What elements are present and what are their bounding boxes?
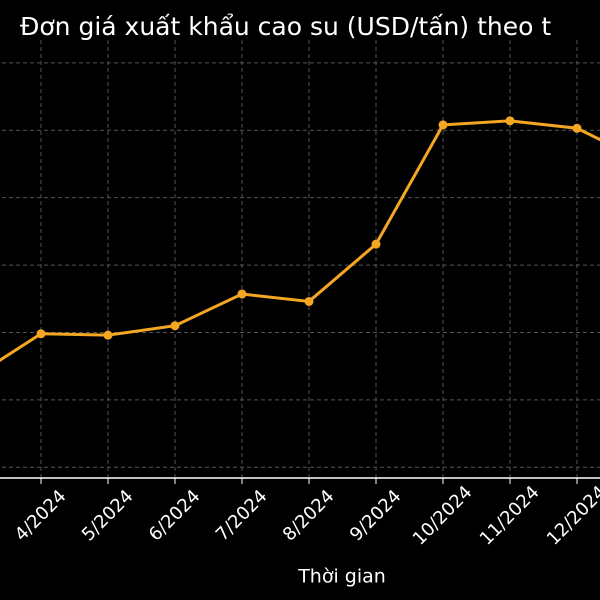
point — [103, 330, 113, 340]
x-tick-label: 10/2024 — [409, 482, 477, 550]
point — [438, 120, 448, 130]
point — [572, 123, 582, 133]
point — [304, 296, 314, 306]
x-tick-label: 9/2024 — [346, 486, 406, 546]
chart-title: Đơn giá xuất khẩu cao su (USD/tấn) theo … — [20, 12, 551, 41]
point — [237, 289, 247, 299]
x-tick-label: 6/2024 — [145, 486, 205, 546]
x-tick-label: 5/2024 — [78, 486, 138, 546]
point — [170, 321, 180, 331]
x-axis-label: Thời gian — [297, 566, 386, 588]
point — [36, 329, 46, 339]
point — [505, 116, 515, 126]
x-tick-label: 7/2024 — [212, 486, 272, 546]
point — [371, 239, 381, 249]
x-tick-label: 4/2024 — [11, 486, 71, 546]
x-tick-label: 11/2024 — [476, 482, 544, 550]
x-tick-label: 12/2024 — [543, 482, 600, 550]
x-tick-label: 8/2024 — [279, 486, 339, 546]
